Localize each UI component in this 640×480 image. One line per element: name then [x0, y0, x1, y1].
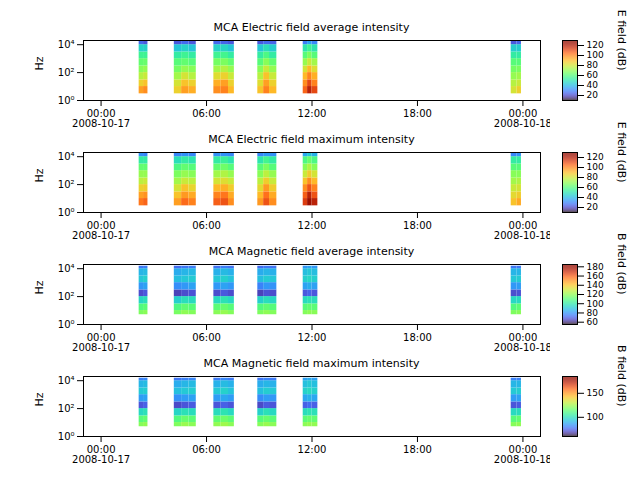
svg-text:20: 20: [587, 90, 599, 100]
svg-text:120: 120: [587, 289, 604, 299]
svg-text:18:00: 18:00: [403, 444, 432, 455]
svg-text:80: 80: [587, 60, 599, 70]
svg-text:10⁰: 10⁰: [58, 319, 75, 330]
svg-text:10²: 10²: [58, 179, 75, 190]
svg-text:80: 80: [587, 172, 599, 182]
svg-text:E field (dB): E field (dB): [615, 10, 628, 71]
svg-text:20: 20: [587, 202, 599, 212]
svg-text:10⁴: 10⁴: [58, 39, 75, 50]
svg-text:06:00: 06:00: [192, 108, 221, 119]
svg-text:12:00: 12:00: [298, 220, 327, 231]
svg-text:60: 60: [587, 182, 599, 192]
svg-text:12:00: 12:00: [298, 108, 327, 119]
html-text:MCA Electric field maximum int: MCA Electric field maximum intensity: [208, 133, 415, 146]
svg-text:10⁴: 10⁴: [58, 375, 75, 386]
html-text:MCA Magnetic field maximum int: MCA Magnetic field maximum intensity: [203, 357, 420, 370]
svg-text:00:002008-10-17: 00:002008-10-17: [72, 220, 130, 241]
svg-text:00:002008-10-17: 00:002008-10-17: [72, 444, 130, 465]
svg-text:10⁰: 10⁰: [58, 207, 75, 218]
svg-text:00:002008-10-17: 00:002008-10-17: [72, 332, 130, 353]
svg-text:06:00: 06:00: [192, 220, 221, 231]
svg-text:180: 180: [587, 262, 604, 272]
svg-text:00:002008-10-18: 00:002008-10-18: [494, 220, 552, 241]
svg-text:10²: 10²: [58, 403, 75, 414]
svg-text:10⁰: 10⁰: [58, 95, 75, 106]
svg-text:100: 100: [587, 162, 604, 172]
svg-text:Hz: Hz: [33, 168, 46, 182]
svg-text:12:00: 12:00: [298, 444, 327, 455]
svg-text:12:00: 12:00: [298, 332, 327, 343]
svg-text:Hz: Hz: [33, 56, 46, 70]
svg-text:10⁰: 10⁰: [58, 431, 75, 442]
svg-text:40: 40: [587, 192, 599, 202]
svg-text:06:00: 06:00: [192, 332, 221, 343]
svg-text:10⁴: 10⁴: [58, 151, 75, 162]
svg-text:10²: 10²: [58, 67, 75, 78]
svg-text:10⁴: 10⁴: [58, 263, 75, 274]
svg-text:120: 120: [587, 40, 604, 50]
svg-text:00:002008-10-17: 00:002008-10-17: [72, 108, 130, 129]
svg-text:100: 100: [587, 50, 604, 60]
svg-text:Hz: Hz: [33, 392, 46, 406]
svg-text:60: 60: [587, 317, 599, 327]
svg-text:06:00: 06:00: [192, 444, 221, 455]
svg-text:00:002008-10-18: 00:002008-10-18: [494, 444, 552, 465]
svg-text:B field (dB): B field (dB): [615, 233, 628, 294]
svg-text:120: 120: [587, 152, 604, 162]
svg-text:18:00: 18:00: [403, 220, 432, 231]
svg-text:B field (dB): B field (dB): [615, 345, 628, 406]
svg-text:10²: 10²: [58, 291, 75, 302]
svg-text:18:00: 18:00: [403, 108, 432, 119]
svg-text:150: 150: [587, 388, 604, 398]
svg-text:00:002008-10-18: 00:002008-10-18: [494, 332, 552, 353]
html-text:MCA Magnetic field average int: MCA Magnetic field average intensity: [208, 245, 415, 258]
svg-text:80: 80: [587, 308, 599, 318]
svg-text:140: 140: [587, 280, 604, 290]
svg-text:18:00: 18:00: [403, 332, 432, 343]
svg-text:100: 100: [587, 299, 604, 309]
svg-text:60: 60: [587, 70, 599, 80]
svg-text:Hz: Hz: [33, 280, 46, 294]
html-text:MCA Electric field average int: MCA Electric field average intensity: [213, 21, 410, 34]
svg-text:00:002008-10-18: 00:002008-10-18: [494, 108, 552, 129]
svg-text:100: 100: [587, 412, 604, 422]
svg-text:160: 160: [587, 271, 604, 281]
svg-text:E field (dB): E field (dB): [615, 122, 628, 183]
svg-text:40: 40: [587, 80, 599, 90]
